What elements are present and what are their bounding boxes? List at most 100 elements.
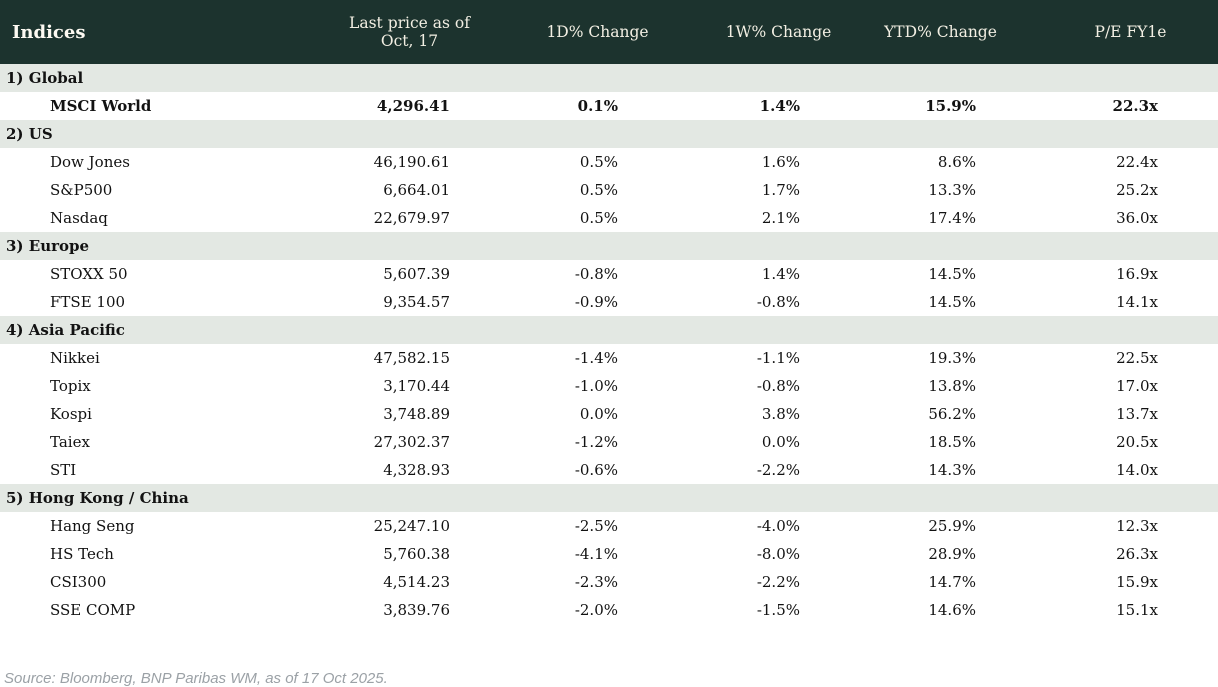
change-ytd: 18.5% [840,428,1010,456]
change-ytd: 8.6% [840,148,1010,176]
source-note: Source: Bloomberg, BNP Paribas WM, as of… [4,670,388,687]
last-price: 6,664.01 [300,176,480,204]
last-price: 3,839.76 [300,596,480,624]
change-1d: 0.5% [480,176,670,204]
pe-ratio: 22.4x [1010,148,1218,176]
section-label: 2) US [0,120,1218,148]
table-header-row: Indices Last price as of Oct, 17 1D% Cha… [0,0,1218,64]
table-row: SSE COMP 3,839.76 -2.0% -1.5% 14.6% 15.1x [0,596,1218,624]
table-row: Kospi 3,748.89 0.0% 3.8% 56.2% 13.7x [0,400,1218,428]
last-price: 9,354.57 [300,288,480,316]
last-price: 4,514.23 [300,568,480,596]
index-name: Taiex [0,428,300,456]
last-price: 3,170.44 [300,372,480,400]
last-price: 5,760.38 [300,540,480,568]
last-price: 3,748.89 [300,400,480,428]
pe-ratio: 15.1x [1010,596,1218,624]
change-ytd: 28.9% [840,540,1010,568]
change-1w: 2.1% [670,204,840,232]
column-header-pe-fy1e: P/E FY1e [1010,0,1218,64]
table-row: Dow Jones 46,190.61 0.5% 1.6% 8.6% 22.4x [0,148,1218,176]
change-1w: 0.0% [670,428,840,456]
table-row: STI 4,328.93 -0.6% -2.2% 14.3% 14.0x [0,456,1218,484]
last-price: 27,302.37 [300,428,480,456]
change-ytd: 15.9% [840,92,1010,120]
change-1w: -1.5% [670,596,840,624]
pe-ratio: 22.5x [1010,344,1218,372]
last-price: 47,582.15 [300,344,480,372]
pe-ratio: 14.1x [1010,288,1218,316]
table-row: FTSE 100 9,354.57 -0.9% -0.8% 14.5% 14.1x [0,288,1218,316]
change-1d: -4.1% [480,540,670,568]
change-ytd: 14.7% [840,568,1010,596]
section-row: 4) Asia Pacific [0,316,1218,344]
pe-ratio: 36.0x [1010,204,1218,232]
index-name: Nasdaq [0,204,300,232]
table-body: 1) Global MSCI World 4,296.41 0.1% 1.4% 15.9%… [0,64,1218,624]
change-1w: -2.2% [670,568,840,596]
last-price: 5,607.39 [300,260,480,288]
change-ytd: 56.2% [840,400,1010,428]
index-name: CSI300 [0,568,300,596]
table-row: CSI300 4,514.23 -2.3% -2.2% 14.7% 15.9x [0,568,1218,596]
change-1d: -1.2% [480,428,670,456]
change-1d: -1.0% [480,372,670,400]
change-ytd: 17.4% [840,204,1010,232]
pe-ratio: 25.2x [1010,176,1218,204]
change-ytd: 14.5% [840,260,1010,288]
last-price: 4,328.93 [300,456,480,484]
change-1w: 1.4% [670,92,840,120]
change-1w: 1.7% [670,176,840,204]
pe-ratio: 16.9x [1010,260,1218,288]
index-name: HS Tech [0,540,300,568]
change-1w: 3.8% [670,400,840,428]
change-ytd: 14.5% [840,288,1010,316]
pe-ratio: 22.3x [1010,92,1218,120]
change-1d: -2.0% [480,596,670,624]
change-1d: 0.1% [480,92,670,120]
change-1d: 0.0% [480,400,670,428]
index-name: Nikkei [0,344,300,372]
pe-ratio: 14.0x [1010,456,1218,484]
section-row: 5) Hong Kong / China [0,484,1218,512]
column-header-1d-change: 1D% Change [480,0,670,64]
index-name: STI [0,456,300,484]
change-1w: -2.2% [670,456,840,484]
pe-ratio: 13.7x [1010,400,1218,428]
index-name: STOXX 50 [0,260,300,288]
pe-ratio: 26.3x [1010,540,1218,568]
change-1d: 0.5% [480,204,670,232]
table-row: Hang Seng 25,247.10 -2.5% -4.0% 25.9% 12.3x [0,512,1218,540]
change-ytd: 19.3% [840,344,1010,372]
section-label: 4) Asia Pacific [0,316,1218,344]
change-1d: -2.5% [480,512,670,540]
change-ytd: 25.9% [840,512,1010,540]
change-ytd: 14.3% [840,456,1010,484]
column-header-last-price: Last price as of Oct, 17 [300,0,480,64]
section-label: 1) Global [0,64,1218,92]
section-row: 2) US [0,120,1218,148]
table-row: Taiex 27,302.37 -1.2% 0.0% 18.5% 20.5x [0,428,1218,456]
change-1d: -0.6% [480,456,670,484]
change-1w: -8.0% [670,540,840,568]
change-1d: -0.8% [480,260,670,288]
table-row: Topix 3,170.44 -1.0% -0.8% 13.8% 17.0x [0,372,1218,400]
section-row: 1) Global [0,64,1218,92]
change-1w: -4.0% [670,512,840,540]
last-price: 25,247.10 [300,512,480,540]
change-ytd: 13.3% [840,176,1010,204]
index-name: S&P500 [0,176,300,204]
index-name: Dow Jones [0,148,300,176]
section-label: 5) Hong Kong / China [0,484,1218,512]
table-row: STOXX 50 5,607.39 -0.8% 1.4% 14.5% 16.9x [0,260,1218,288]
change-1w: -0.8% [670,372,840,400]
change-1w: 1.4% [670,260,840,288]
change-1d: 0.5% [480,148,670,176]
section-row: 3) Europe [0,232,1218,260]
pe-ratio: 17.0x [1010,372,1218,400]
index-name: MSCI World [0,92,300,120]
section-label: 3) Europe [0,232,1218,260]
last-price: 4,296.41 [300,92,480,120]
table-row: Nasdaq 22,679.97 0.5% 2.1% 17.4% 36.0x [0,204,1218,232]
change-1w: -1.1% [670,344,840,372]
